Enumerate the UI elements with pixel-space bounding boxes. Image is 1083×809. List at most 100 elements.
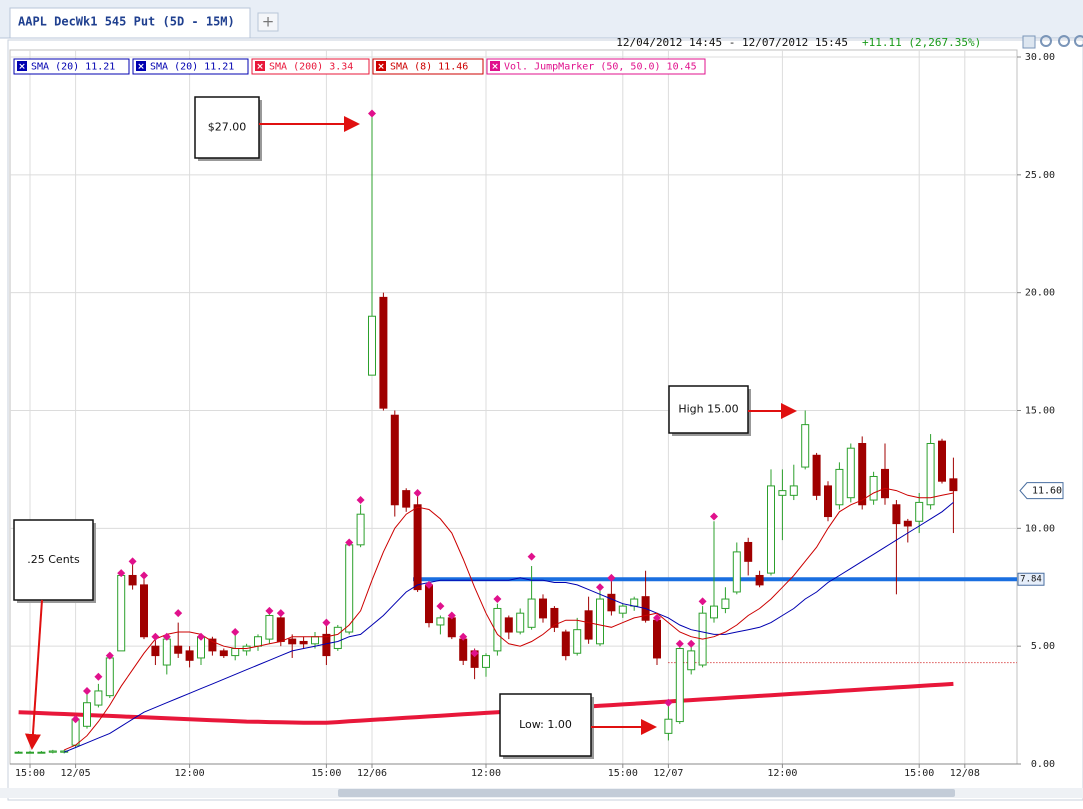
x-tick-label: 15:00 <box>608 768 638 779</box>
annotation-box <box>668 385 749 434</box>
candle-body <box>858 442 867 506</box>
zoom-in-button[interactable] <box>1040 35 1052 47</box>
jump-marker <box>653 613 661 622</box>
candle-body <box>151 645 160 657</box>
add-tab-button[interactable] <box>257 12 279 32</box>
x-tick-label: 15:00 <box>311 768 341 779</box>
chart-frame <box>7 39 1083 801</box>
candle-body <box>630 598 639 607</box>
jump-marker <box>687 639 696 648</box>
candle-body <box>915 501 924 522</box>
jump-marker <box>436 602 445 611</box>
legend-label: SMA (8) 11.46 <box>390 62 468 73</box>
zoom-reset-button[interactable] <box>1074 35 1083 47</box>
legend-close[interactable] <box>136 61 146 71</box>
y-tick-label: 5.00 <box>1031 641 1055 652</box>
indicator-line <box>64 502 954 753</box>
annotation-box <box>194 96 260 159</box>
legend-item <box>132 58 249 75</box>
candle-body <box>276 617 285 642</box>
candle-body <box>835 468 844 506</box>
annotation-text: .25 Cents <box>27 553 80 566</box>
jump-marker <box>83 686 91 695</box>
indicator-line <box>64 487 954 751</box>
candle-body <box>413 504 422 591</box>
candle-body <box>94 690 103 706</box>
candle-body <box>504 617 513 633</box>
jump-marker <box>527 552 536 561</box>
zoom-out-button[interactable] <box>1058 35 1070 47</box>
candle-body <box>345 544 354 633</box>
candle-body <box>755 574 764 586</box>
candle-body <box>447 617 456 638</box>
last-price-label: 11.60 <box>1032 486 1062 497</box>
x-tick-label: 12:00 <box>767 768 797 779</box>
candle-body <box>675 648 684 723</box>
plot: 0.00 5.00 10.00 15.00 20.00 25.00 30.00 15:00 12… <box>9 49 1064 779</box>
candle-body <box>48 750 57 753</box>
jump-marker <box>162 632 171 641</box>
tool-button[interactable] <box>1022 35 1036 49</box>
plot-area <box>9 49 1018 765</box>
candle-body <box>926 442 935 506</box>
legend-close[interactable] <box>255 61 265 71</box>
jump-marker <box>231 628 240 637</box>
candle-body <box>767 485 775 574</box>
candle-body <box>390 414 399 506</box>
candle-body <box>789 485 798 496</box>
jump-marker <box>470 649 479 658</box>
x-tick-label: 12:00 <box>471 768 501 779</box>
legend-label: SMA (20) 11.21 <box>31 62 115 73</box>
candle-body <box>436 617 445 626</box>
candle-body <box>402 490 411 508</box>
scrollbar-thumb[interactable] <box>338 789 955 797</box>
jump-marker <box>94 672 103 681</box>
annotation-text: High 15.00 <box>678 403 738 416</box>
x-tick-label: 12/05 <box>61 768 91 779</box>
candle-body <box>162 638 171 666</box>
legend-close[interactable] <box>376 61 386 71</box>
candle-body <box>550 607 559 628</box>
jump-marker <box>276 609 285 618</box>
jump-marker <box>140 571 148 580</box>
candle-body <box>710 605 718 619</box>
legend-item <box>13 58 130 75</box>
candle-body <box>824 485 832 518</box>
y-tick-label: 15.00 <box>1025 406 1055 417</box>
candle-body <box>26 751 34 754</box>
x-tick-label: 12/08 <box>950 768 980 779</box>
jump-marker <box>174 609 183 618</box>
candle-body <box>527 598 536 628</box>
candle-body <box>938 440 946 482</box>
last-price-box <box>1019 482 1064 500</box>
add-tab-icon: + <box>262 13 275 31</box>
candle-body <box>368 315 376 376</box>
candle-body <box>573 629 582 654</box>
candle-body <box>516 612 525 633</box>
candle-body <box>105 657 114 697</box>
candle-body <box>379 296 388 409</box>
annotation-arrow <box>24 599 43 750</box>
candle-body <box>185 650 194 661</box>
candle-body <box>664 718 673 734</box>
legend-close[interactable] <box>490 61 500 71</box>
jump-marker <box>128 557 137 566</box>
candle-body <box>539 598 547 619</box>
change: +11.11 (2,267.35%) <box>862 36 981 49</box>
legend-item <box>372 58 484 75</box>
level-label: 7.84 <box>1020 575 1042 585</box>
candle-body <box>117 574 126 652</box>
legend-label: SMA (200) 3.34 <box>269 62 353 73</box>
candle-body <box>881 468 889 499</box>
legend-close[interactable] <box>17 61 27 71</box>
y-tick-label: 20.00 <box>1025 288 1055 299</box>
candle-body <box>333 626 342 650</box>
candle-body <box>721 598 730 609</box>
candle-body <box>265 615 274 640</box>
candle-body <box>607 593 616 612</box>
jump-marker <box>425 580 433 589</box>
candle-body <box>812 454 821 496</box>
candle-body <box>37 751 46 754</box>
jump-marker <box>151 632 160 641</box>
